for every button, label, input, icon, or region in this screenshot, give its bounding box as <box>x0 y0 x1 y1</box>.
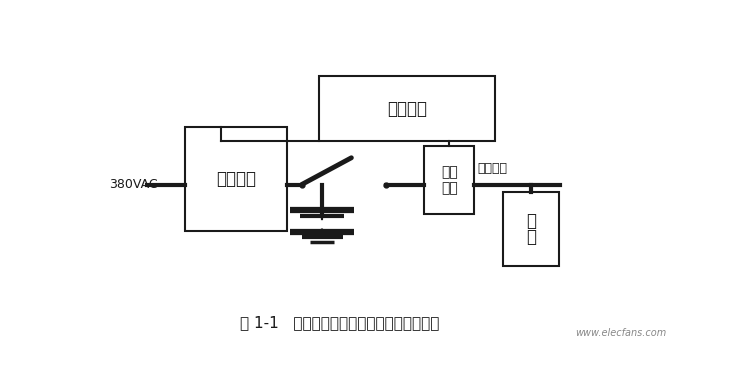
Text: 整流模块: 整流模块 <box>216 169 256 188</box>
Text: 380VAC: 380VAC <box>109 178 158 191</box>
Bar <box>319 76 495 141</box>
Text: 负: 负 <box>526 212 536 230</box>
Text: www.elecfans.com: www.elecfans.com <box>575 328 667 338</box>
Bar <box>185 127 287 230</box>
Text: 控制母线: 控制母线 <box>477 162 507 175</box>
Text: 降压: 降压 <box>441 165 458 179</box>
Text: 硅链: 硅链 <box>441 181 458 195</box>
Text: 图 1-1   直流电力操作电源系统的组成示意图: 图 1-1 直流电力操作电源系统的组成示意图 <box>240 315 440 330</box>
Bar <box>504 192 559 266</box>
Bar <box>425 146 474 214</box>
Text: 载: 载 <box>526 228 536 246</box>
Text: 监控模块: 监控模块 <box>387 100 427 118</box>
